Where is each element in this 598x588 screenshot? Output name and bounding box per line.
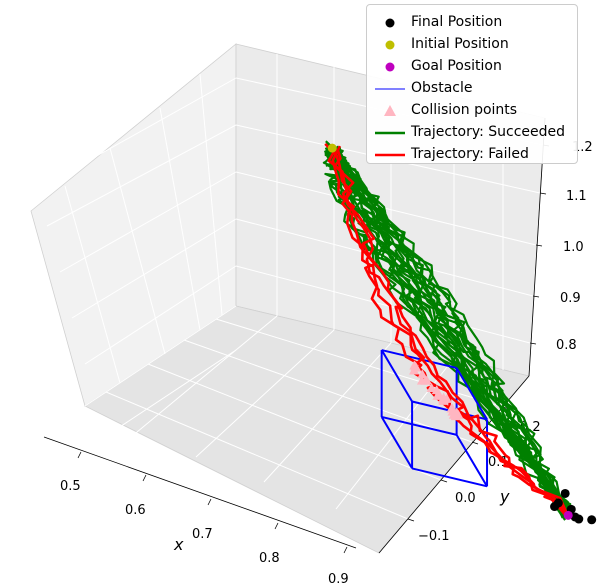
obstacle-edge	[411, 467, 488, 488]
position-markers	[327, 143, 597, 525]
z-tick-label: 0.9	[560, 291, 581, 306]
obstacle-edge	[381, 415, 457, 436]
collision-point-marker	[409, 365, 420, 375]
y-tick-label: 0.0	[455, 491, 476, 506]
final-position-marker	[550, 502, 560, 512]
legend-label: Initial Position	[411, 36, 509, 52]
x-tick-labels: 0.5 0.6 0.7 0.8 0.9	[60, 479, 349, 587]
legend-item-final-position: Final Position	[367, 13, 577, 33]
legend-item-trajectory-failed: Trajectory: Failed	[367, 145, 577, 165]
failed-trajectory-line	[333, 149, 567, 512]
x-axis-label: x	[173, 535, 184, 554]
x-tick-label: 0.7	[192, 527, 213, 542]
collision-point-marker	[409, 360, 420, 370]
z-tick-labels: 0.80.91.01.11.2	[556, 140, 593, 353]
legend-label: Goal Position	[411, 58, 502, 74]
obstacle-edge	[380, 416, 413, 469]
goal-position-dot-icon	[385, 62, 395, 72]
legend-item-collision-points: Collision points	[367, 101, 577, 121]
z-tick-label: 0.8	[556, 338, 577, 353]
succeeded-trajectory-line	[324, 147, 571, 515]
obstacle-edge	[455, 367, 488, 420]
failed-line-icon	[375, 153, 405, 157]
collision-point-marker	[416, 375, 427, 385]
x-tick-label: 0.9	[328, 572, 349, 587]
x-tick-label: 0.8	[259, 551, 280, 566]
succeeded-line-icon	[375, 131, 405, 135]
y-axis-label: y	[499, 487, 510, 506]
x-tick-label: 0.5	[60, 479, 81, 494]
final-position-marker	[587, 515, 597, 525]
legend-label: Obstacle	[411, 80, 473, 96]
goal-position-marker	[563, 510, 573, 520]
failed-trajectory-line	[327, 147, 571, 516]
collision-point-marker	[417, 369, 428, 379]
legend-item-obstacle: Obstacle	[367, 79, 577, 99]
initial-position-marker	[327, 143, 337, 153]
collision-point-marker	[432, 390, 443, 400]
obstacle-edge	[381, 349, 457, 369]
legend: Final Position Initial Position Goal Pos…	[366, 4, 578, 164]
initial-position-dot-icon	[385, 40, 395, 50]
final-position-dot-icon	[385, 18, 395, 28]
collision-points	[409, 360, 464, 421]
collision-point-marker	[426, 383, 437, 393]
final-position-marker	[560, 488, 570, 498]
collision-point-marker	[441, 393, 452, 403]
z-tick-label: 1.0	[563, 240, 584, 255]
legend-label: Final Position	[411, 14, 503, 30]
legend-item-trajectory-succeeded: Trajectory: Succeeded	[367, 123, 577, 143]
obstacle-line-icon	[375, 88, 405, 90]
y-tick-label: −0.1	[418, 529, 450, 544]
y-tick-labels: −0.10.00.10.2	[418, 420, 541, 544]
legend-label: Trajectory: Failed	[411, 146, 529, 162]
collision-point-marker	[448, 409, 459, 419]
legend-label: Trajectory: Succeeded	[411, 124, 566, 140]
obstacle-edge	[455, 434, 488, 487]
legend-item-initial-position: Initial Position	[367, 35, 577, 55]
gridlines	[35, 54, 544, 520]
legend-item-goal-position: Goal Position	[367, 57, 577, 77]
failed-trajectories	[324, 142, 572, 516]
obstacle-edge	[380, 349, 413, 403]
x-tick-label: 0.6	[125, 503, 146, 518]
final-position-marker	[574, 514, 584, 524]
collision-triangle-icon	[384, 105, 396, 116]
z-tick-label: 1.1	[566, 189, 587, 204]
legend-label: Collision points	[411, 102, 518, 118]
